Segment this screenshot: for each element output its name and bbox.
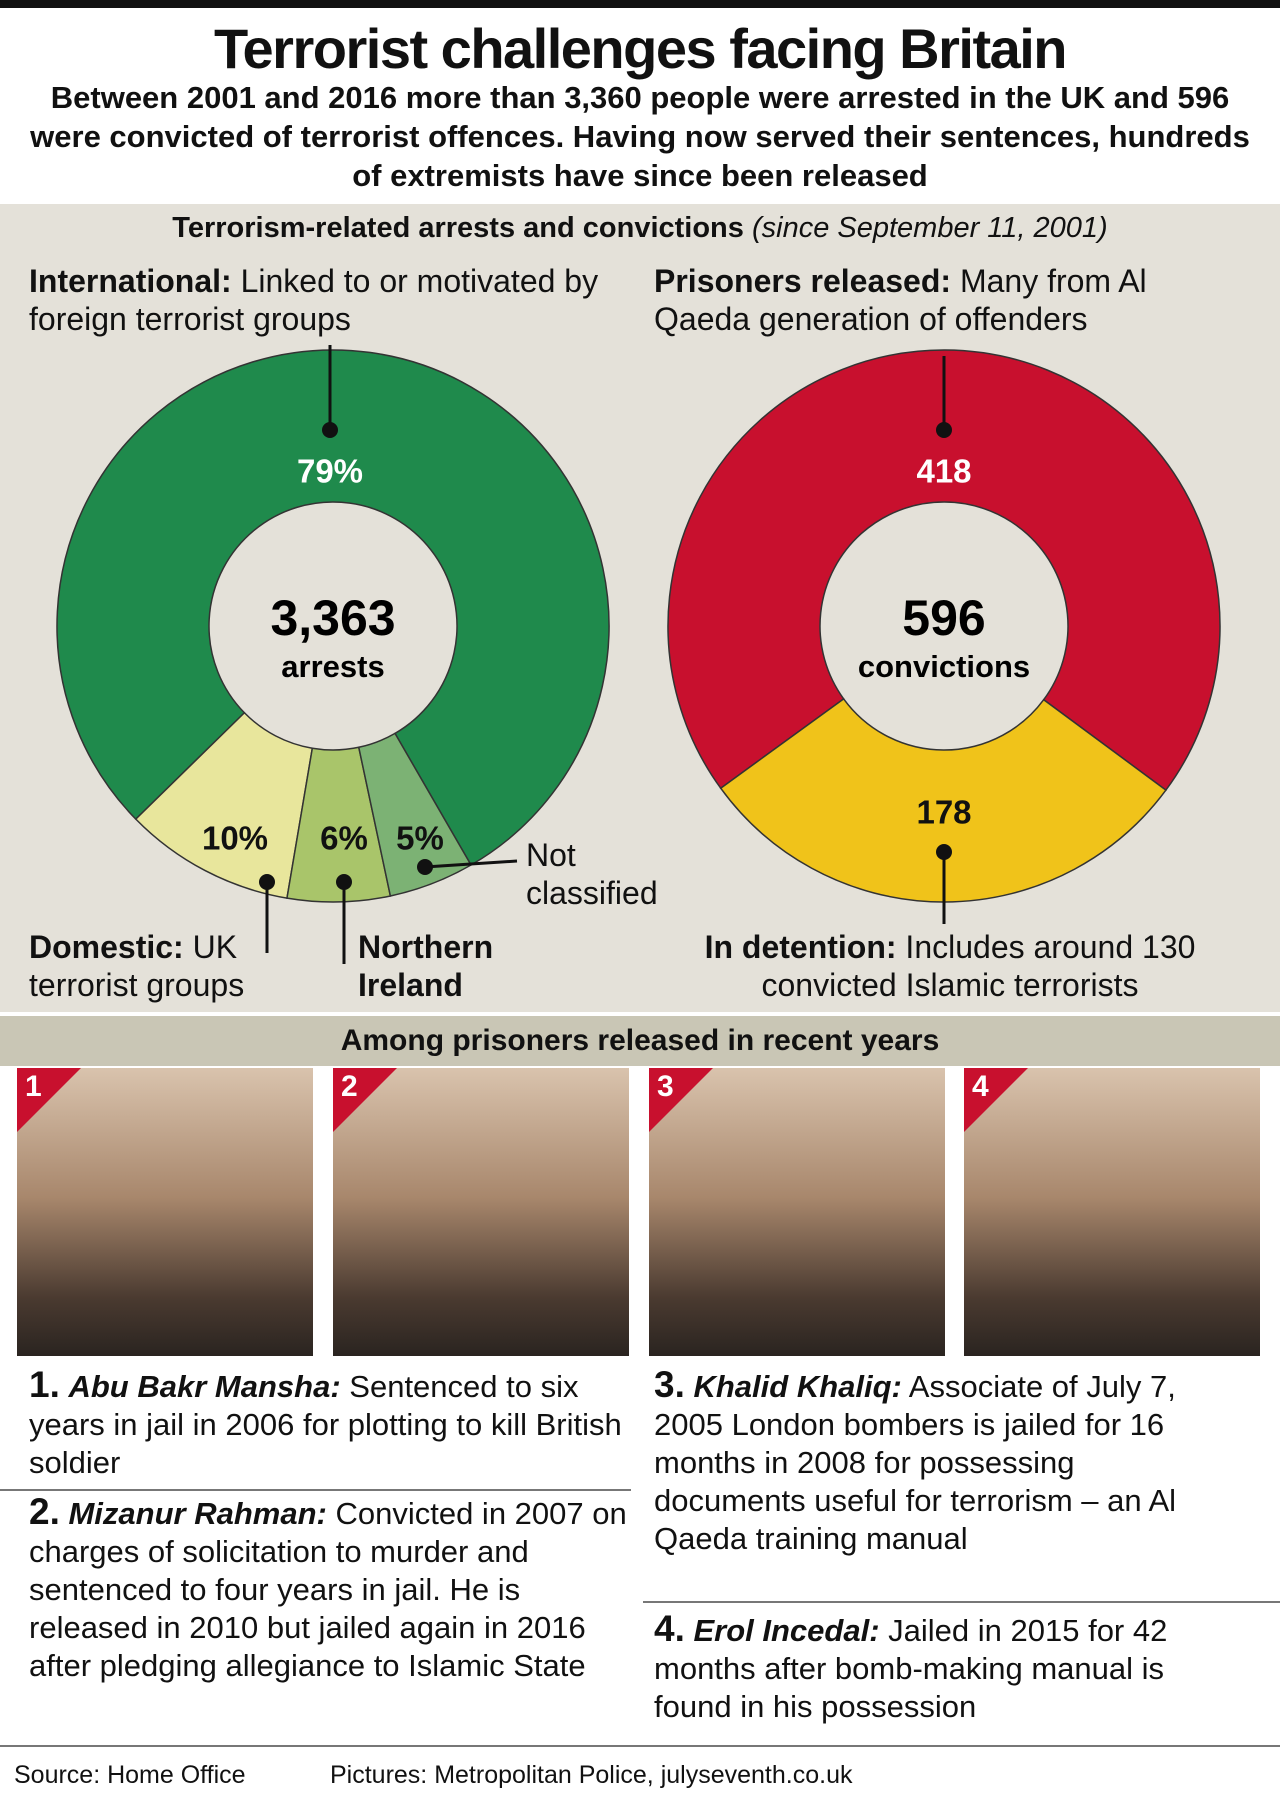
value-label: 178 [916,794,971,831]
photo: 4 [964,1068,1260,1356]
badge-number: 1 [25,1070,42,1103]
photo: 2 [333,1068,629,1356]
center-value: 3,363 [270,590,395,646]
callout: Prisoners released: Many from Al Qaeda g… [654,262,1214,338]
photo: 3 [649,1068,945,1356]
callout: Domestic: UK terrorist groups [29,928,289,1004]
section-heading: Terrorism-related arrests and conviction… [0,212,1280,245]
badge-number: 4 [972,1070,989,1103]
footer: Source: Home Office Pictures: Metropolit… [0,1745,1280,1802]
value-label: 5% [396,820,444,857]
source: Source: Home Office [14,1761,246,1789]
donut-segment [719,697,1167,903]
profile-text: Convicted in 2007 on charges of solicita… [29,1496,627,1683]
callout-title: Prisoners released: [654,263,952,299]
badge-number: 2 [341,1070,358,1103]
badge-number: 3 [657,1070,674,1103]
profile-number: 3. [654,1364,685,1405]
callout: International: Linked to or motivated by… [29,262,639,338]
profiles-heading: Among prisoners released in recent years [0,1016,1280,1066]
top-bar [0,0,1280,8]
donut-segment [357,732,473,897]
section-note: (since September 11, 2001) [751,212,1108,244]
value-label: 418 [916,453,971,490]
profile-text: Sentenced to six years in jail in 2006 f… [29,1369,622,1480]
profile: 3. Khalid Khaliq: Associate of July 7, 2… [654,1366,1214,1558]
callout-text: UK terrorist groups [29,929,245,1003]
profile: 4. Erol Incedal: Jailed in 2015 for 42 m… [654,1610,1234,1726]
profile-name: Erol Incedal: [693,1613,880,1648]
badge [17,1068,81,1132]
credits: Pictures: Metropolitan Police, julyseven… [330,1761,853,1789]
callout: Northern Ireland [358,928,518,1004]
leader-dot [417,859,433,875]
leader-dot [259,874,275,890]
profile-number: 1. [29,1364,60,1405]
profile-number: 2. [29,1491,60,1532]
profile-text: Associate of July 7, 2005 London bombers… [654,1369,1177,1556]
title: Terrorist challenges facing Britain [213,17,1068,80]
leader-dot [336,874,352,890]
callout-title: Not classified [526,837,658,911]
profile-name: Mizanur Rahman: [68,1496,327,1531]
donut-segment [667,349,1221,792]
photo: 1 [17,1068,313,1356]
subtitle: Between 2001 and 2016 more than 3,360 pe… [30,80,1250,193]
profile-number: 4. [654,1608,685,1649]
center-caption: arrests [281,649,384,684]
callout-title: International: [29,263,232,299]
profile-name: Abu Bakr Mansha: [68,1369,341,1404]
leader-line [424,859,518,869]
divider [643,1601,1280,1603]
value-label: 6% [320,820,368,857]
callout-text: Includes around 130 convicted Islamic te… [761,929,1196,1003]
divider [0,1489,631,1491]
donut-segment [56,349,610,867]
donut-segment [286,746,392,903]
value-label: 10% [202,820,268,857]
profile: 1. Abu Bakr Mansha: Sentenced to six yea… [29,1366,629,1482]
leader-dot [936,844,952,860]
center-caption: convictions [858,649,1030,684]
callout: Not classified [526,836,686,912]
section-title: Terrorism-related arrests and conviction… [172,212,744,244]
badge [333,1068,397,1132]
center-value: 596 [902,590,985,646]
callout-text: Many from Al Qaeda generation of offende… [654,263,1147,337]
callout-title: Northern Ireland [358,929,494,1003]
leader-dot [936,422,952,438]
badge [649,1068,713,1132]
callout: In detention: Includes around 130 convic… [690,928,1210,1004]
profile-text: Jailed in 2015 for 42 months after bomb-… [654,1613,1168,1724]
leader-dot [322,422,338,438]
value-label: 79% [297,453,363,490]
donut-segment [134,711,314,899]
badge [964,1068,1028,1132]
callout-title: Domestic: [29,929,184,965]
profile: 2. Mizanur Rahman: Convicted in 2007 on … [29,1493,629,1685]
callout-title: In detention: [704,929,897,965]
callout-text: Linked to or motivated by foreign terror… [29,263,599,337]
profile-name: Khalid Khaliq: [693,1369,902,1404]
